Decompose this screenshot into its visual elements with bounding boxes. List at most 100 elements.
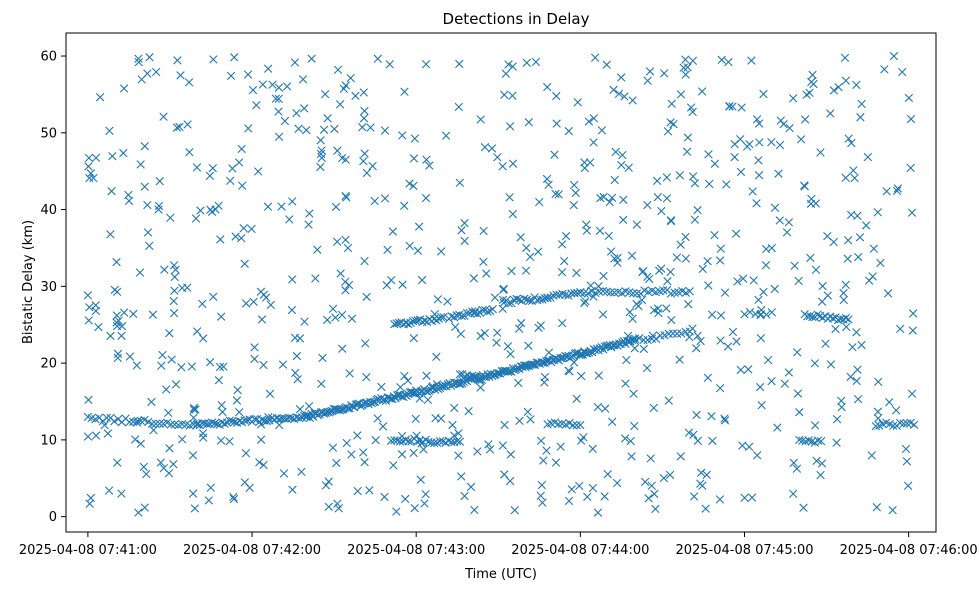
clutter-point <box>598 310 608 319</box>
clutter-point <box>500 90 509 99</box>
clutter-point <box>143 228 153 237</box>
clutter-point <box>484 440 493 449</box>
clutter-point <box>323 315 332 325</box>
track-point <box>610 288 619 297</box>
clutter-point <box>89 173 98 183</box>
clutter-point <box>843 254 852 263</box>
clutter-point <box>826 360 836 369</box>
clutter-point <box>850 173 859 183</box>
clutter-point <box>219 362 228 371</box>
clutter-point <box>377 382 386 392</box>
clutter-point <box>209 55 218 64</box>
clutter-point <box>185 147 194 157</box>
clutter-point <box>792 348 802 357</box>
clutter-point <box>724 57 733 67</box>
y-tick-label: 60 <box>40 50 57 65</box>
clutter-point <box>800 115 810 124</box>
clutter-point <box>854 252 863 262</box>
clutter-point <box>311 274 320 283</box>
clutter-point <box>676 240 685 249</box>
clutter-point <box>323 114 332 123</box>
clutter-point <box>365 486 374 495</box>
clutter-point <box>166 213 175 223</box>
clutter-point <box>177 435 187 444</box>
clutter-point <box>333 146 342 155</box>
clutter-point <box>274 83 284 92</box>
track-point <box>813 436 823 445</box>
clutter-point <box>569 180 579 190</box>
clutter-point <box>492 338 501 347</box>
track-point <box>656 331 665 340</box>
track-point <box>576 420 585 430</box>
clutter-point <box>373 54 382 63</box>
clutter-point <box>353 431 362 440</box>
clutter-point <box>683 133 693 142</box>
track-point <box>457 311 467 321</box>
clutter-point <box>755 119 764 128</box>
clutter-point <box>334 504 343 513</box>
clutter-point <box>218 407 227 417</box>
clutter-point <box>577 371 586 381</box>
track-point <box>475 376 484 385</box>
clutter-point <box>666 267 675 277</box>
clutter-point <box>543 82 552 92</box>
clutter-point <box>189 413 198 422</box>
clutter-point <box>569 201 579 210</box>
clutter-point <box>320 90 330 99</box>
clutter-point <box>645 67 655 76</box>
clutter-point <box>593 402 603 412</box>
clutter-point <box>625 307 635 317</box>
clutter-point <box>414 222 424 231</box>
track-point <box>579 288 589 298</box>
x-tick-label: 2025-04-08 07:45:00 <box>675 543 813 558</box>
track-point <box>166 420 176 429</box>
clutter-point <box>689 492 699 501</box>
clutter-point <box>516 233 525 242</box>
clutter-point <box>170 272 179 282</box>
clutter-point <box>400 201 409 211</box>
track-point <box>388 394 397 404</box>
clutter-point <box>398 280 407 289</box>
track-point <box>767 308 777 317</box>
clutter-point <box>380 126 390 135</box>
clutter-point <box>436 247 446 256</box>
clutter-point <box>235 408 244 417</box>
clutter-point <box>333 65 343 75</box>
clutter-point <box>728 327 738 337</box>
clutter-point <box>297 467 306 477</box>
clutter-point <box>628 96 637 105</box>
track-point <box>677 329 686 338</box>
clutter-point <box>480 143 490 152</box>
clutter-point <box>552 91 561 101</box>
clutter-point <box>872 503 882 512</box>
clutter-point <box>342 193 351 202</box>
clutter-point <box>214 376 224 385</box>
clutter-point <box>204 496 213 505</box>
track-point <box>632 289 642 298</box>
clutter-point <box>285 215 294 224</box>
clutter-point <box>604 231 614 241</box>
clutter-point <box>112 257 121 267</box>
clutter-point <box>460 218 469 228</box>
clutter-point <box>347 450 356 459</box>
clutter-point <box>516 318 526 328</box>
clutter-point <box>560 256 569 266</box>
clutter-point <box>405 241 414 251</box>
clutter-point <box>842 322 851 332</box>
clutter-point <box>580 158 589 167</box>
clutter-point <box>131 435 140 444</box>
clutter-point <box>337 310 347 320</box>
clutter-point <box>416 475 425 484</box>
clutter-point <box>119 148 128 158</box>
clutter-point <box>588 483 598 493</box>
track-point <box>492 369 502 378</box>
clutter-point <box>279 469 289 478</box>
track-point <box>525 296 534 305</box>
clutter-point <box>421 489 430 499</box>
clutter-point <box>704 281 713 290</box>
clutter-point <box>754 295 763 304</box>
clutter-point <box>907 208 917 217</box>
clutter-point <box>818 281 827 291</box>
clutter-point <box>341 155 350 164</box>
clutter-point <box>572 268 581 278</box>
